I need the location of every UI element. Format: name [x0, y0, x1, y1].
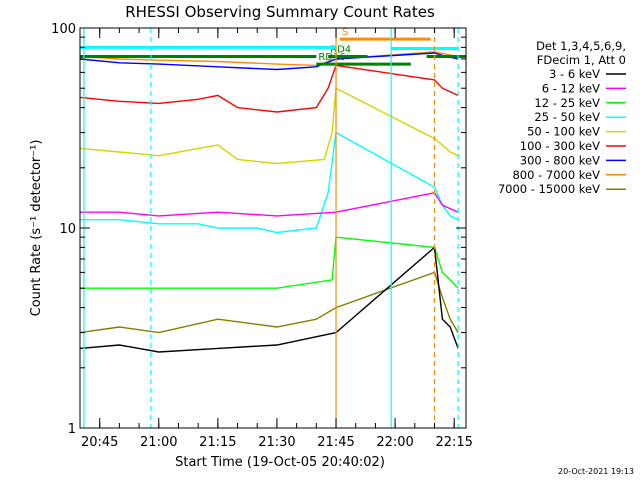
y-tick-label-100: 100	[51, 22, 76, 37]
series-line-25-50-kev	[80, 131, 459, 234]
legend-label-100-300-kev: 100 - 300 keV	[520, 139, 600, 153]
y-tick-label-10: 10	[59, 222, 76, 237]
legend-label-25-50-kev: 25 - 50 keV	[534, 110, 600, 124]
series-line-50-100-kev	[79, 87, 459, 165]
x-tick-label-21-00: 21:00	[140, 435, 177, 450]
legend-label-300-800-kev: 300 - 800 keV	[520, 153, 600, 167]
x-tick-label-21-30: 21:30	[258, 435, 295, 450]
legend: Det 1,3,4,5,6,9, FDecim 1, Att 0 3 - 6 k…	[498, 39, 626, 196]
x-ticks: 20:45 21:00 21:15 21:30 21:45 22:00 22:15	[79, 28, 473, 450]
series-line-12-25-kev	[80, 236, 459, 289]
x-tick-label-22-00: 22:00	[376, 435, 413, 450]
legend-label-7000-15000-kev: 7000 - 15000 keV	[498, 182, 600, 196]
flag-label-rd16: RD16	[318, 52, 345, 63]
legend-label-3-6-kev: 3 - 6 keV	[549, 67, 600, 81]
legend-header-line-1: Det 1,3,4,5,6,9,	[536, 39, 626, 53]
series-line-6-12-kev	[80, 192, 459, 217]
x-tick-label-21-15: 21:15	[199, 435, 236, 450]
legend-label-50-100-kev: 50 - 100 keV	[527, 125, 600, 139]
legend-label-800-7000-kev: 800 - 7000 keV	[512, 168, 600, 182]
x-tick-label-20-45: 20:45	[81, 435, 118, 450]
generation-timestamp: 20-Oct-2021 19:13	[558, 467, 634, 476]
legend-label-12-25-kev: 12 - 25 keV	[534, 96, 600, 110]
x-tick-label-21-45: 21:45	[317, 435, 354, 450]
plot-frame	[79, 27, 467, 429]
series-line-3-6-kev	[79, 245, 459, 353]
series-line-7000-15000-kev	[79, 271, 459, 334]
y-axis-label: Count Rate (s⁻¹ detector⁻¹)	[29, 140, 44, 317]
x-axis-label: Start Time (19-Oct-05 20:40:02)	[175, 455, 385, 470]
series-line-300-800-kev	[79, 52, 459, 71]
legend-header-line-2: FDecim 1, Att 0	[537, 53, 626, 67]
legend-label-6-12-kev: 6 - 12 keV	[542, 81, 600, 95]
series-line-100-300-kev	[79, 64, 459, 113]
chart-title: RHESSI Observing Summary Count Rates	[125, 3, 435, 21]
flag-label-rd4: RD4	[330, 45, 351, 56]
series-line-800-7000-kev	[79, 51, 459, 67]
flag-label-s: S	[342, 27, 348, 38]
y-ticks: 1 10 100	[51, 22, 466, 437]
x-tick-label-22-15: 22:15	[435, 435, 472, 450]
y-tick-label-1: 1	[68, 422, 76, 437]
